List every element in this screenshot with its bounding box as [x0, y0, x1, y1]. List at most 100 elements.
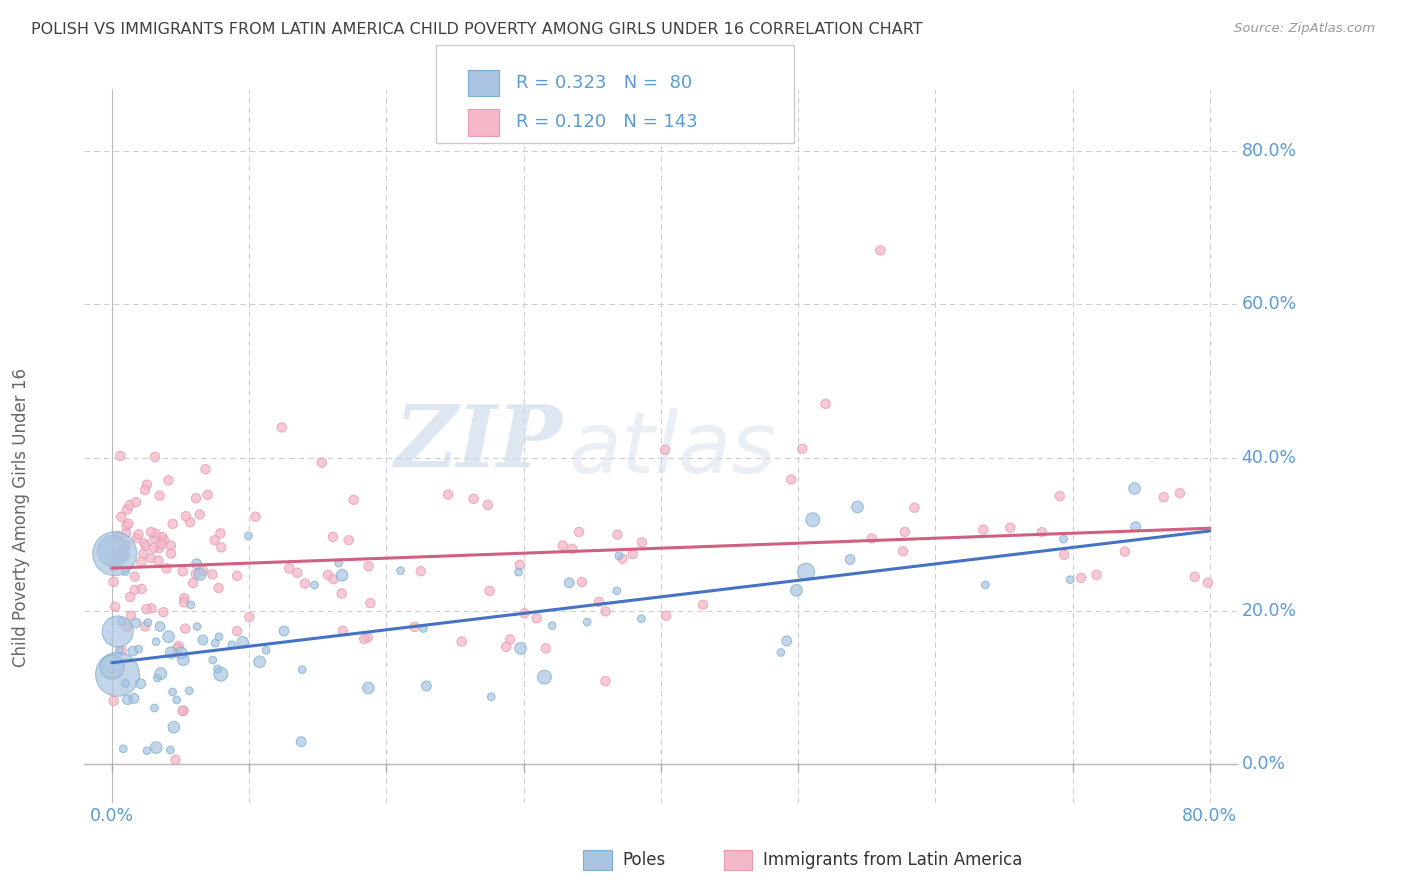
Point [903, 500, 925, 515]
Point [839, 552, 862, 566]
Point [595, 604, 617, 618]
Point [621, 547, 644, 561]
Point [114, 676, 136, 690]
Text: 20.0%: 20.0% [1241, 602, 1296, 620]
Point [207, 662, 229, 676]
Point [101, 660, 124, 674]
Point [415, 679, 437, 693]
Point [571, 575, 593, 590]
Point [221, 638, 243, 652]
Point [612, 551, 634, 566]
Point [148, 541, 170, 555]
Point [160, 646, 183, 660]
Point [166, 641, 188, 656]
Point [149, 666, 172, 681]
Point [173, 595, 195, 609]
Point [404, 620, 426, 634]
Point [780, 473, 803, 487]
Point [526, 611, 548, 625]
Point [588, 595, 610, 609]
Point [209, 667, 232, 681]
Point [343, 492, 366, 507]
Point [332, 624, 354, 638]
Point [328, 556, 350, 570]
Text: 0.0%: 0.0% [1241, 756, 1285, 773]
Text: 0.0%: 0.0% [90, 806, 134, 824]
Point [1125, 519, 1147, 533]
Point [135, 477, 157, 491]
Point [1070, 571, 1092, 585]
Point [197, 488, 219, 502]
Point [568, 525, 591, 540]
Point [607, 549, 630, 563]
Point [270, 420, 292, 434]
Point [103, 574, 125, 589]
Point [134, 619, 156, 633]
Point [245, 509, 267, 524]
Point [330, 586, 353, 600]
Point [145, 526, 167, 541]
Text: R = 0.120   N = 143: R = 0.120 N = 143 [516, 113, 697, 131]
Point [576, 615, 599, 629]
Point [409, 564, 432, 578]
Point [356, 631, 378, 645]
Point [179, 515, 201, 529]
Point [172, 653, 194, 667]
Point [125, 531, 148, 545]
Point [558, 575, 581, 590]
Point [513, 607, 536, 621]
Point [1153, 490, 1175, 504]
Point [630, 612, 652, 626]
Point [165, 753, 187, 767]
Point [186, 557, 208, 571]
Point [226, 569, 249, 583]
Point [357, 559, 380, 574]
Point [125, 495, 148, 509]
Text: 80.0%: 80.0% [1241, 142, 1296, 160]
Point [551, 539, 574, 553]
Point [188, 567, 211, 582]
Point [606, 583, 628, 598]
Point [188, 508, 211, 522]
Point [533, 670, 555, 684]
Point [201, 653, 224, 667]
Point [509, 558, 531, 572]
Point [463, 491, 485, 506]
Point [162, 685, 184, 699]
Point [450, 634, 472, 648]
Text: R = 0.323   N =  80: R = 0.323 N = 80 [516, 74, 692, 92]
Point [143, 701, 166, 715]
Point [141, 601, 163, 615]
Point [184, 491, 207, 506]
Point [150, 537, 173, 551]
Point [115, 538, 138, 552]
Point [1114, 544, 1136, 558]
Point [118, 498, 141, 512]
Point [846, 500, 869, 514]
Point [316, 567, 339, 582]
Point [132, 547, 155, 561]
Point [134, 483, 156, 497]
Point [1053, 548, 1076, 562]
Point [112, 742, 135, 756]
Point [108, 643, 131, 657]
Point [322, 572, 344, 586]
Point [107, 529, 129, 543]
Point [278, 561, 301, 575]
Point [134, 536, 156, 550]
Point [412, 622, 434, 636]
Point [860, 532, 883, 546]
Point [131, 555, 153, 569]
Text: Child Poverty Among Girls Under 16: Child Poverty Among Girls Under 16 [11, 368, 30, 667]
Point [162, 516, 184, 531]
Point [172, 704, 194, 718]
Point [801, 513, 824, 527]
Point [153, 533, 176, 548]
Point [792, 442, 814, 456]
Point [207, 581, 229, 595]
Point [143, 450, 166, 464]
Point [606, 527, 628, 541]
Point [238, 529, 260, 543]
Point [499, 632, 522, 647]
Point [477, 498, 499, 512]
